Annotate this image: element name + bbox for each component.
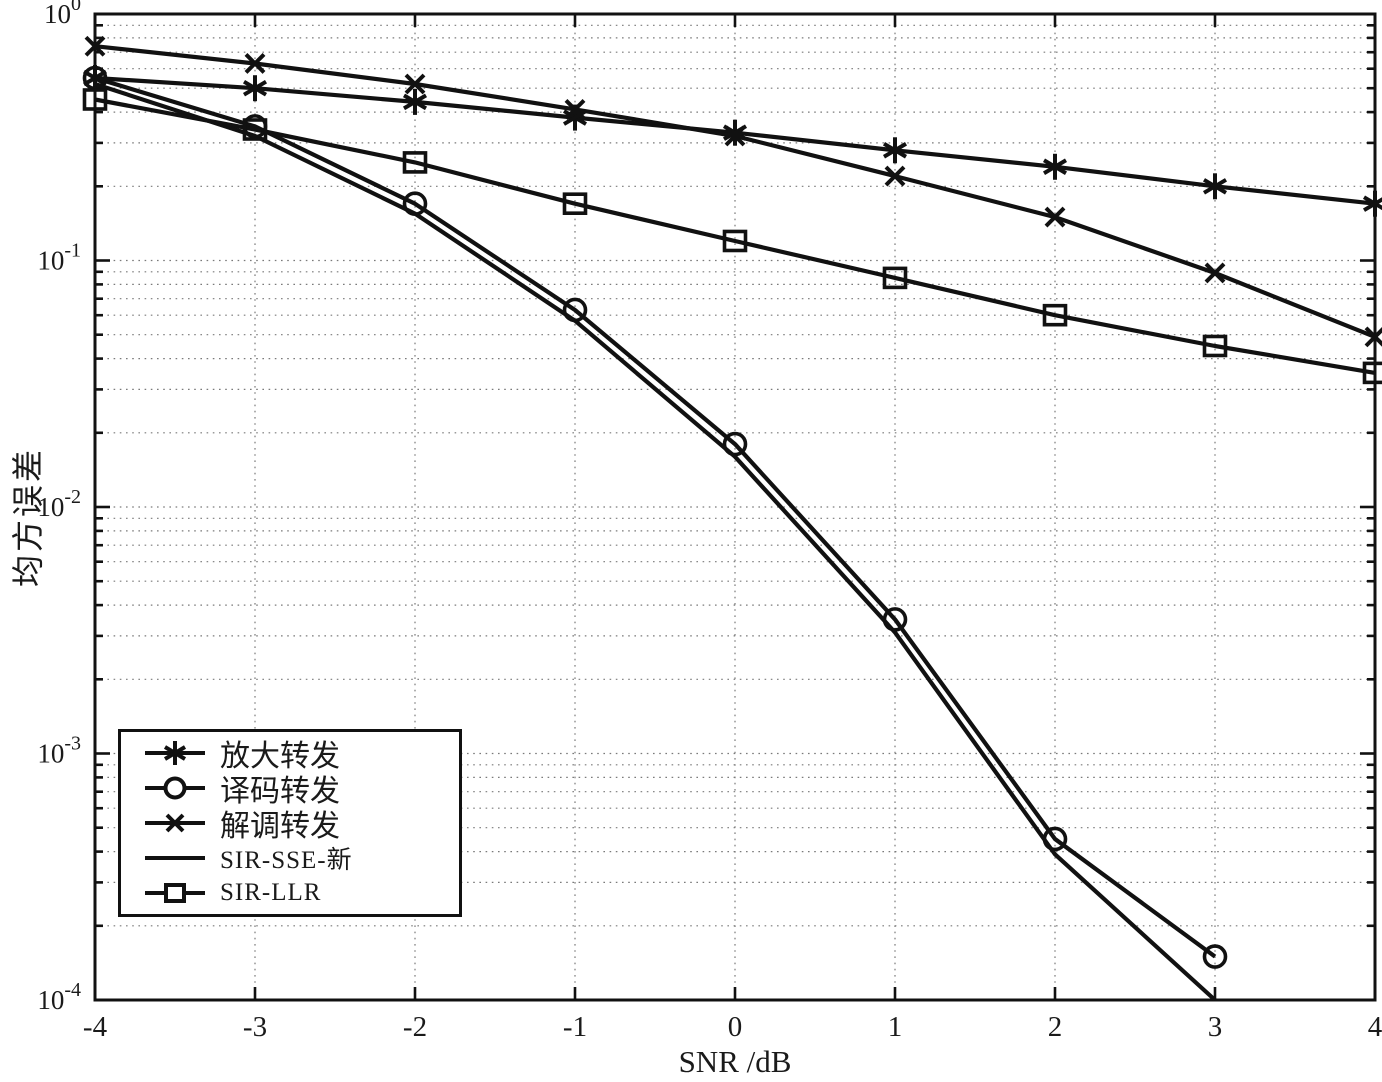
svg-text:10-4: 10-4: [37, 979, 81, 1015]
svg-text:100: 100: [44, 0, 81, 29]
svg-text:-2: -2: [403, 1011, 427, 1043]
legend-item-decode-forward: 译码转发: [143, 771, 459, 808]
legend-label: SIR-LLR: [220, 879, 322, 906]
svg-text:-4: -4: [83, 1011, 108, 1043]
gridlines: [95, 14, 1375, 1000]
svg-text:3: 3: [1208, 1011, 1223, 1043]
svg-text:0: 0: [728, 1011, 743, 1043]
legend-label: 解调转发: [220, 810, 340, 843]
svg-text:10-1: 10-1: [37, 240, 81, 276]
series-4-line: [94, 97, 1376, 375]
plain-line-marker-icon: [145, 856, 205, 860]
series-4-markers: [82, 88, 1382, 385]
legend-item-sir-sse: SIR-SSE-新: [143, 841, 459, 875]
svg-text:10-3: 10-3: [37, 733, 81, 769]
svg-text:2: 2: [1048, 1011, 1063, 1043]
legend-label: 译码转发: [220, 775, 340, 808]
svg-text:1: 1: [888, 1011, 903, 1043]
legend-label: 放大转发: [220, 740, 340, 773]
legend-item-sir-llr: SIR-LLR: [143, 876, 459, 910]
legend-item-amplify-forward: 放大转发: [143, 736, 459, 773]
legend-item-demod-forward: 解调转发: [143, 806, 459, 843]
square-marker-icon: [145, 883, 205, 903]
x-axis-label: SNR /dB: [678, 1044, 792, 1079]
series-3-line: [94, 82, 1217, 1002]
series-1-line: [94, 75, 1217, 959]
circle-marker-icon: [145, 776, 205, 800]
svg-text:-3: -3: [243, 1011, 267, 1043]
svg-text:-1: -1: [563, 1011, 587, 1043]
svg-text:4: 4: [1368, 1011, 1382, 1043]
series-2-markers: [84, 35, 1382, 348]
legend-label: SIR-SSE-新: [220, 847, 353, 874]
asterisk-marker-icon: [145, 741, 205, 765]
y-axis-label: 均方误差: [10, 446, 46, 588]
x-marker-icon: [145, 813, 205, 833]
legend: 放大转发 译码转发 解调转发: [118, 729, 462, 917]
x-tick-labels: -4 -3 -2 -1 0 1 2 3 4: [83, 1011, 1382, 1043]
